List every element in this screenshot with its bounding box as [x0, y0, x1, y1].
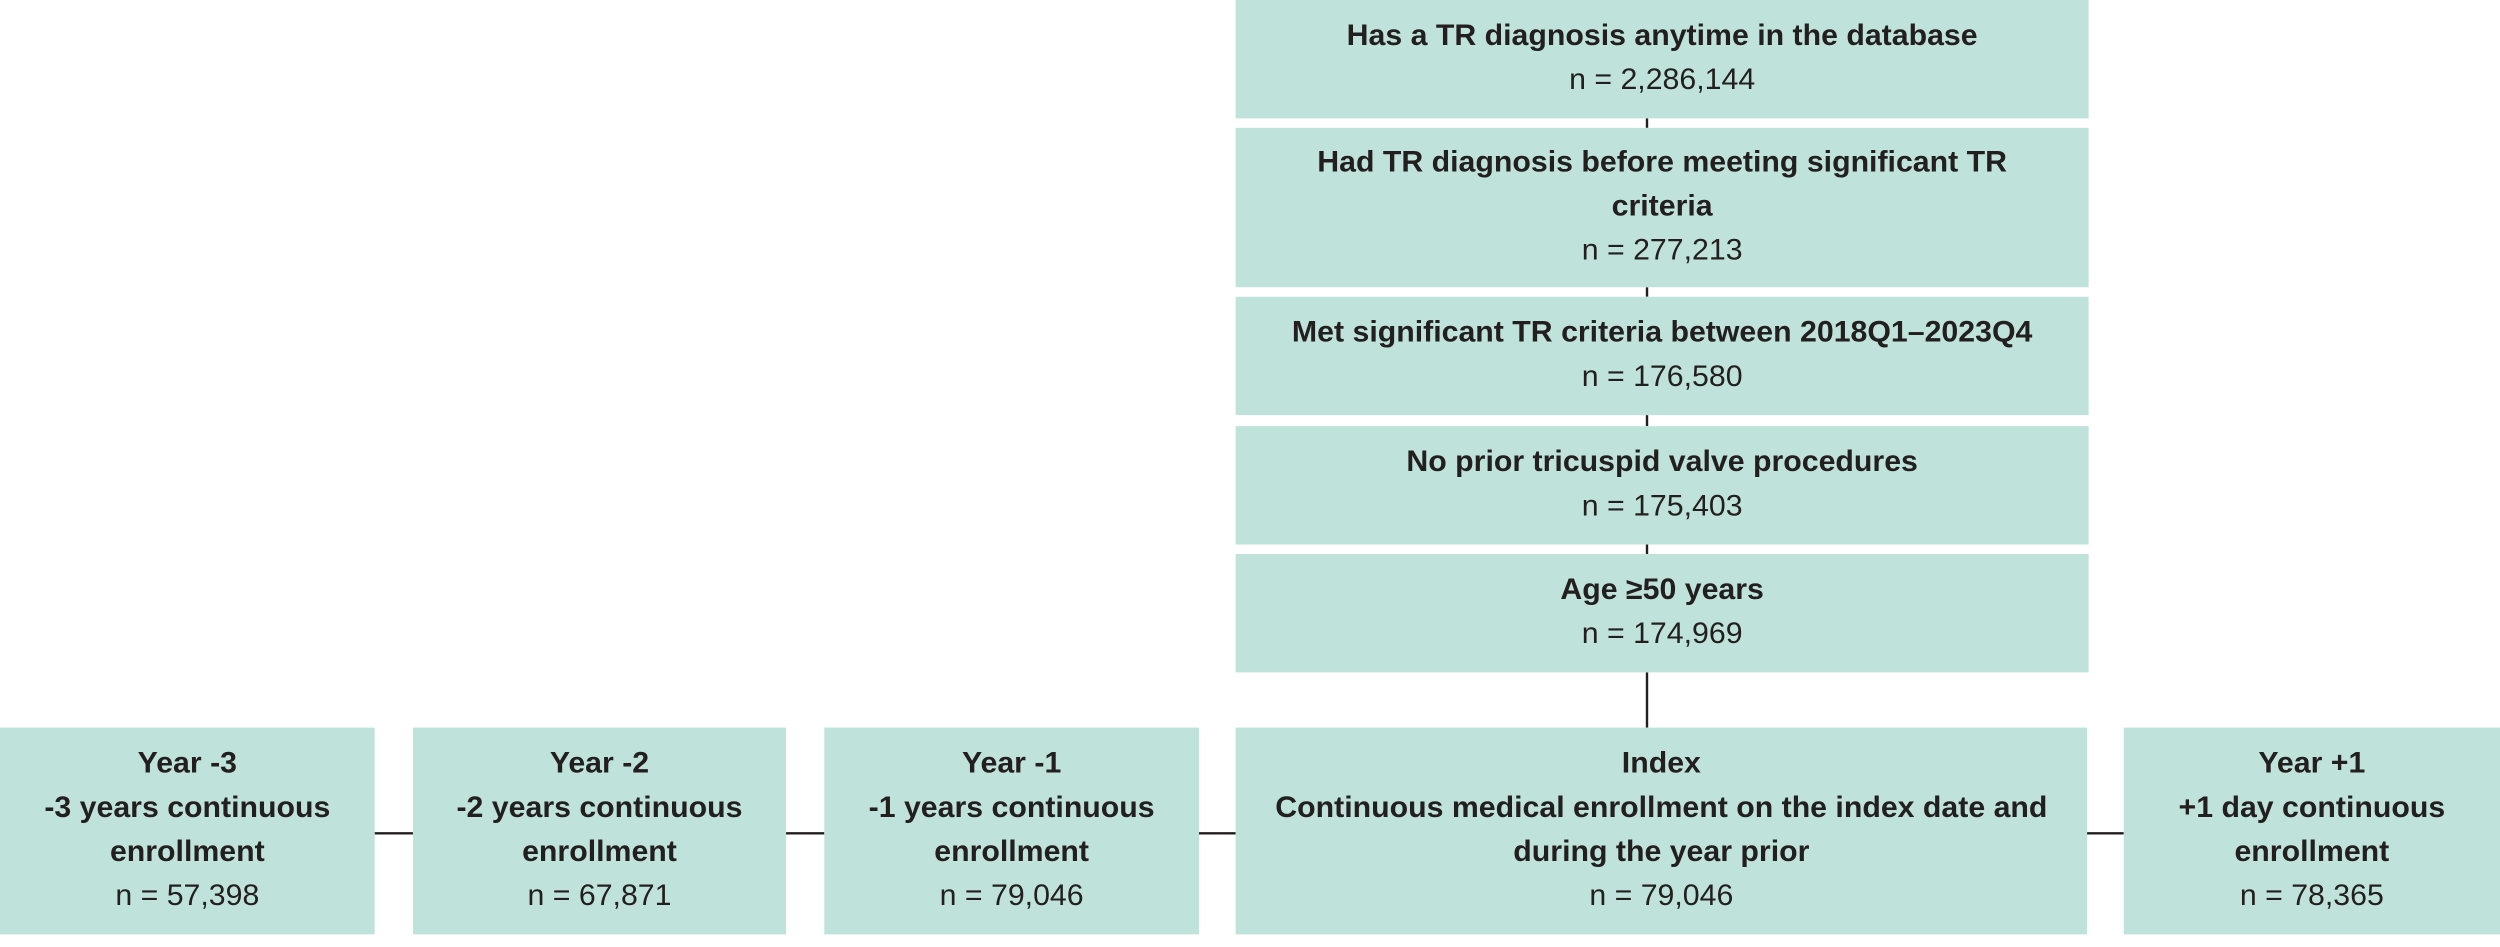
- box-count: n = 2,286,144: [1569, 63, 1755, 96]
- box-label: enrollment: [110, 835, 265, 868]
- box-label: Continuous medical enrollment on the ind…: [1275, 791, 2047, 824]
- box-label: during the year prior: [1513, 835, 1809, 868]
- box-label: Age ≥50 years: [1560, 573, 1763, 606]
- box: [1235, 727, 2088, 935]
- box: [1235, 127, 2089, 288]
- box-count: n = 277,213: [1582, 234, 1743, 267]
- box-label: enrollment: [2234, 835, 2389, 868]
- box-label: -1 years continuous: [869, 791, 1155, 824]
- box-count: n = 57,398: [115, 879, 259, 912]
- box-count: n = 78,365: [2240, 879, 2384, 912]
- box-label: -3 years continuous: [44, 791, 330, 824]
- box: [1235, 426, 2089, 545]
- box: [412, 727, 787, 935]
- box-count: n = 175,403: [1582, 489, 1743, 522]
- box-count: n = 176,580: [1582, 360, 1743, 393]
- box-count: n = 174,969: [1582, 617, 1743, 650]
- box: [1235, 553, 2089, 673]
- box-label: enrollment: [522, 835, 677, 868]
- box-label: Met significant TR criteria between 2018…: [1292, 316, 2033, 349]
- box: [0, 727, 375, 935]
- box: [1235, 296, 2089, 416]
- box: [2123, 727, 2500, 935]
- box-count: n = 79,046: [1589, 879, 1733, 912]
- box-label: Has a TR diagnosis anytime in the databa…: [1347, 19, 1978, 52]
- box-label: enrollment: [934, 835, 1089, 868]
- box-label: -2 years continuous: [456, 791, 742, 824]
- box-label: Year -3: [138, 747, 237, 780]
- box: [1235, 0, 2089, 119]
- box-count: n = 67,871: [528, 879, 672, 912]
- box-label: Had TR diagnosis before meeting signific…: [1317, 145, 2007, 178]
- box-label: Year -2: [550, 747, 649, 780]
- box-count: n = 79,046: [940, 879, 1084, 912]
- box-label: Year -1: [962, 747, 1061, 780]
- box-label: No prior tricuspid valve procedures: [1406, 445, 1917, 478]
- box-label: +1 day continuous: [2179, 791, 2446, 824]
- box-label: criteria: [1612, 190, 1713, 223]
- box-label: Index: [1622, 747, 1701, 780]
- box: [824, 727, 1199, 935]
- box-label: Year +1: [2258, 747, 2365, 780]
